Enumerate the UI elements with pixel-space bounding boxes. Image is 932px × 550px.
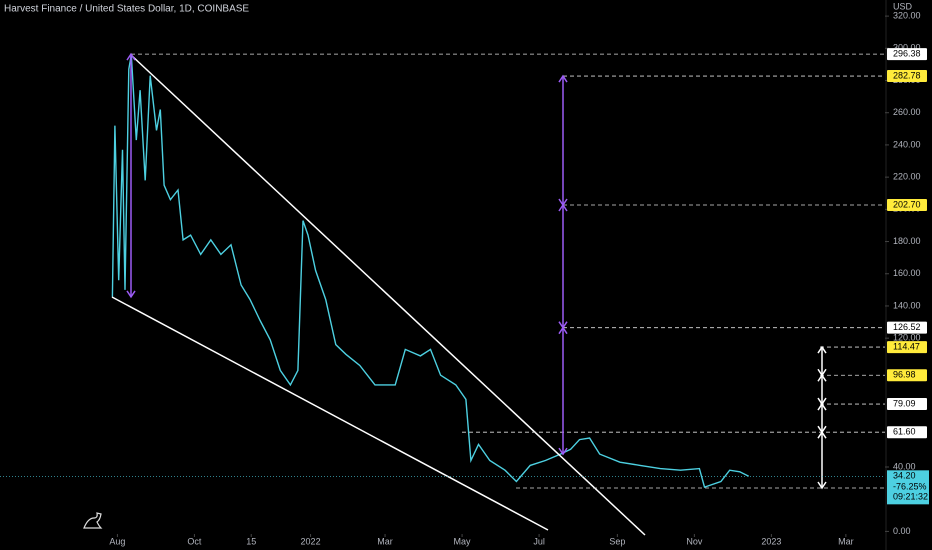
level-label-bg [887,369,927,382]
trend-line-upper [130,54,646,536]
measure-arrow-head [126,52,136,61]
measure-arrow-head [817,373,827,382]
level-label-bg [887,426,927,439]
measure-arrow-head [558,203,568,212]
y-tick-label: 260.00 [893,107,921,117]
level-label: 114.47 [893,341,920,351]
current-price: 34.20 [893,471,916,481]
level-label: 126.52 [893,322,921,332]
level-label: 296.38 [893,49,921,59]
level-label-bg [887,321,927,334]
x-tick-label: Aug [109,536,125,546]
measure-arrow-head [817,402,827,411]
level-label-bg [887,70,927,83]
measure-arrow-head [817,430,827,439]
x-tick-label: 2023 [761,536,781,546]
price-change: -76.25% [893,482,927,492]
x-tick-label: Oct [187,536,202,546]
y-tick-label: 320.00 [893,10,921,20]
measure-arrow-head [126,290,136,299]
y-tick-label: 120.00 [893,333,921,343]
countdown: 09:21:32 [893,492,928,502]
level-label: 61.60 [893,427,916,437]
x-tick-label: Jul [533,536,545,546]
y-tick-label: 240.00 [893,139,921,149]
y-tick-label: 300.00 [893,43,921,53]
level-label-bg [887,341,927,354]
level-label-bg [887,198,927,211]
measure-arrow-head [817,345,827,354]
trend-line-lower [111,296,549,531]
measure-arrow-head [558,74,568,83]
level-label: 96.98 [893,370,916,380]
price-line [111,54,750,489]
y-tick-label: 0.00 [893,526,911,536]
x-tick-label: Mar [838,536,854,546]
y-tick-label: 40.00 [893,461,916,471]
x-tick-label: Sep [609,536,625,546]
x-tick-label: Nov [686,536,703,546]
level-label: 202.70 [893,199,921,209]
measure-arrow-head [817,481,827,490]
x-tick-label: 2022 [301,536,321,546]
level-label-bg [887,48,927,61]
axis-unit: USD [893,1,913,11]
x-tick-label: 15 [246,536,256,546]
measure-arrow-head [558,326,568,335]
level-label: 79.09 [893,398,916,408]
plot [111,54,750,489]
chart-title: Harvest Finance / United States Dollar, … [4,4,249,15]
logo [83,512,103,529]
measure-arrow-head [558,447,568,456]
y-tick-label: 220.00 [893,172,921,182]
y-tick-label: 160.00 [893,268,921,278]
x-tick-label: Mar [377,536,393,546]
x-tick-label: May [454,536,472,546]
current-price-bg [887,470,929,505]
y-tick-label: 140.00 [893,300,921,310]
level-label-bg [887,398,927,411]
level-label: 282.78 [893,70,921,80]
y-tick-label: 180.00 [893,236,921,246]
